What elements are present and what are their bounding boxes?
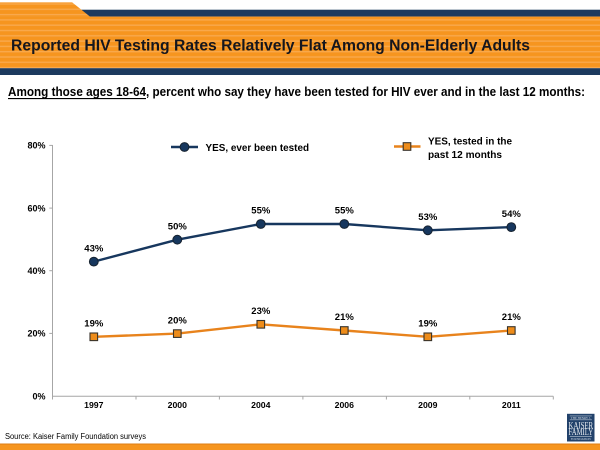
svg-text:20%: 20%: [27, 329, 45, 339]
svg-text:55%: 55%: [251, 206, 271, 217]
svg-text:YES, ever been tested: YES, ever been tested: [206, 142, 310, 154]
svg-text:, percent who say they have be: , percent who say they have been tested …: [146, 85, 585, 99]
svg-text:Among those ages 18-64: Among those ages 18-64: [8, 85, 146, 99]
svg-text:FAMILY: FAMILY: [569, 428, 594, 438]
svg-text:40%: 40%: [27, 266, 45, 276]
svg-text:2006: 2006: [335, 400, 354, 410]
svg-text:2009: 2009: [418, 400, 437, 410]
svg-text:Reported HIV Testing Rates Rel: Reported HIV Testing Rates Relatively Fl…: [11, 37, 530, 54]
svg-text:YES, tested in the: YES, tested in the: [428, 135, 512, 147]
svg-text:60%: 60%: [27, 203, 45, 213]
svg-text:19%: 19%: [84, 319, 104, 330]
svg-text:80%: 80%: [27, 141, 45, 151]
svg-text:43%: 43%: [84, 243, 104, 254]
svg-text:23%: 23%: [251, 306, 271, 317]
svg-text:past 12 months: past 12 months: [428, 149, 502, 161]
svg-text:KAISER: KAISER: [569, 421, 594, 431]
svg-text:54%: 54%: [502, 209, 522, 220]
svg-text:2000: 2000: [168, 400, 187, 410]
svg-text:20%: 20%: [168, 315, 188, 326]
svg-text:Source: Kaiser Family Foundati: Source: Kaiser Family Foundation surveys: [5, 432, 146, 441]
svg-text:2011: 2011: [502, 400, 521, 410]
svg-text:1997: 1997: [84, 400, 103, 410]
svg-text:53%: 53%: [418, 212, 438, 223]
svg-text:19%: 19%: [418, 319, 438, 330]
svg-text:2004: 2004: [251, 400, 270, 410]
svg-text:FOUNDATION: FOUNDATION: [571, 437, 592, 441]
svg-text:21%: 21%: [502, 312, 522, 323]
svg-text:55%: 55%: [335, 206, 355, 217]
svg-text:21%: 21%: [335, 312, 355, 323]
svg-text:0%: 0%: [32, 392, 45, 402]
svg-text:50%: 50%: [168, 221, 188, 232]
svg-text:THE HENRY J.: THE HENRY J.: [571, 416, 591, 420]
